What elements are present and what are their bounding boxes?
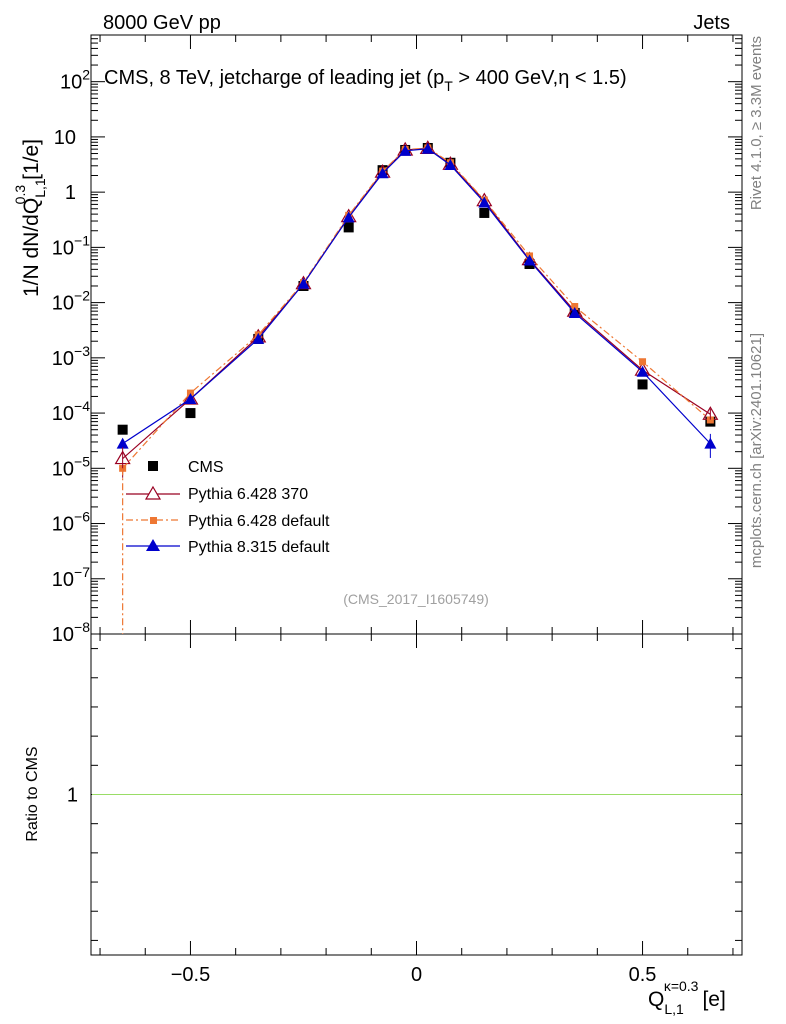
y-tick-label: 10−1 [52, 232, 90, 259]
data-point-p8 [523, 254, 536, 266]
x-tick-label: 0 [411, 964, 422, 986]
data-point-p6-default [571, 303, 579, 311]
data-point-p8 [297, 277, 310, 289]
y-tick-label-base: 10 [52, 458, 74, 480]
data-point-p8 [568, 306, 581, 318]
y-tick-label-exp: −7 [74, 564, 90, 580]
side-label-rivet: Rivet 4.1.0, ≥ 3.3M events [748, 36, 765, 210]
y-tick-label: 102 [60, 67, 90, 94]
plot-title-sub: T [444, 78, 453, 94]
header-right: Jets [693, 12, 730, 34]
y-tick-label-base: 10 [60, 72, 82, 94]
data-point-p8 [376, 167, 389, 179]
legend-marker-p6-370 [144, 485, 162, 500]
y-tick-label-exp: −3 [74, 343, 90, 359]
y-tick-label: 10 [54, 127, 76, 149]
legend-label-cms: CMS [188, 459, 224, 476]
legend-marker-cms [148, 461, 158, 471]
data-point-p8 [116, 437, 129, 449]
y-tick-label-exp: −8 [74, 619, 90, 635]
data-point-cms [185, 408, 196, 419]
series-layer [114, 140, 719, 634]
y-tick-label-base: 10 [52, 514, 74, 536]
data-point-p8 [252, 332, 265, 344]
data-point-p8 [184, 392, 197, 404]
y-tick-label: 10−2 [52, 288, 90, 315]
y-tick-label-exp: −5 [74, 453, 90, 469]
y-tick-label-base: 10 [52, 348, 74, 370]
y-tick-label: 10−6 [52, 509, 90, 536]
legend-label-p6-370: Pythia 6.428 370 [188, 486, 308, 503]
y-tick-label-base: 10 [52, 624, 74, 646]
y-tick-label: 10−5 [52, 453, 90, 480]
y-tick-label-base: 10 [54, 127, 76, 149]
data-point-p6-default [639, 358, 647, 366]
y-tick-label-base: 10 [52, 569, 74, 591]
y-tick-label-exp: −1 [74, 232, 90, 248]
data-point-cms [479, 207, 490, 218]
legend: CMS Pythia 6.428 370 Pythia 6.428 defaul… [126, 459, 330, 556]
y-axis-label-sub: L,1 [32, 178, 48, 198]
y-tick-label-base: 10 [52, 293, 74, 315]
y-axis-label: 1/N dN/dQL,10.3 [1/e] [12, 139, 48, 297]
legend-label-p8: Pythia 8.315 default [188, 539, 330, 556]
plot-title-rest: > 400 GeV,η < 1.5) [453, 67, 627, 89]
legend-marker-p8 [146, 539, 160, 551]
series-line-2 [122, 147, 711, 469]
y-tick-label-exp: −6 [74, 509, 90, 525]
series-line-1 [122, 147, 711, 460]
y-tick-label-exp: −4 [74, 398, 90, 414]
x-tick-label: 0.5 [629, 964, 657, 986]
ratio-axis-ticks: −0.5 0 0.5 1 [67, 634, 742, 986]
y-tick-label-base: 10 [52, 237, 74, 259]
y-tick-label: 10−3 [52, 343, 90, 370]
header-left: 8000 GeV pp [103, 12, 221, 34]
legend-label-p6-default: Pythia 6.428 default [188, 513, 330, 530]
ratio-y-axis-label: Ratio to CMS [24, 746, 41, 841]
plot-title: CMS, 8 TeV, jetcharge of leading jet (pT… [104, 67, 627, 94]
y-axis-label-unit: [1/e] [20, 139, 43, 180]
y-tick-label: 10−7 [52, 564, 90, 591]
series-line-3 [122, 148, 711, 445]
x-tick-label: −0.5 [171, 964, 210, 986]
y-tick-label-base: 1 [65, 182, 76, 204]
y-tick-label-exp: 2 [82, 67, 90, 83]
data-point-p8 [342, 211, 355, 223]
data-point-p6-default [706, 416, 714, 424]
data-point-p8 [399, 144, 412, 156]
y-axis-label-sup: 0.3 [12, 185, 28, 205]
y-tick-label-exp: −2 [74, 288, 90, 304]
y-tick-label: 10−8 [52, 619, 90, 646]
y-tick-label: 1 [65, 182, 76, 204]
data-point-p8 [444, 159, 457, 171]
data-point-p8 [478, 196, 491, 208]
ratio-y-tick-label: 1 [67, 785, 78, 807]
y-axis-label-main: 1/N dN/dQ [20, 198, 43, 297]
data-point-cms [343, 222, 354, 233]
x-axis-label-sub: L,1 [664, 1001, 684, 1017]
data-point-p8 [636, 365, 649, 377]
data-point-p8 [421, 142, 434, 154]
y-tick-label: 10−4 [52, 398, 90, 425]
side-label-mcplots: mcplots.cern.ch [arXiv:2401.10621] [748, 333, 765, 568]
y-tick-label-base: 10 [52, 403, 74, 425]
data-point-cms [117, 424, 128, 435]
analysis-id: (CMS_2017_I1605749) [343, 591, 489, 607]
plot-title-main: CMS, 8 TeV, jetcharge of leading jet (p [104, 67, 444, 89]
x-axis-label: QL,1 κ=0.3[e] [648, 978, 726, 1017]
legend-marker-p6-default [150, 517, 157, 524]
data-point-cms [637, 379, 648, 390]
x-axis-label-main: Q [648, 988, 664, 1011]
x-axis-label-unit: [e] [702, 988, 725, 1011]
x-axis-label-sup: κ=0.3 [664, 978, 699, 994]
